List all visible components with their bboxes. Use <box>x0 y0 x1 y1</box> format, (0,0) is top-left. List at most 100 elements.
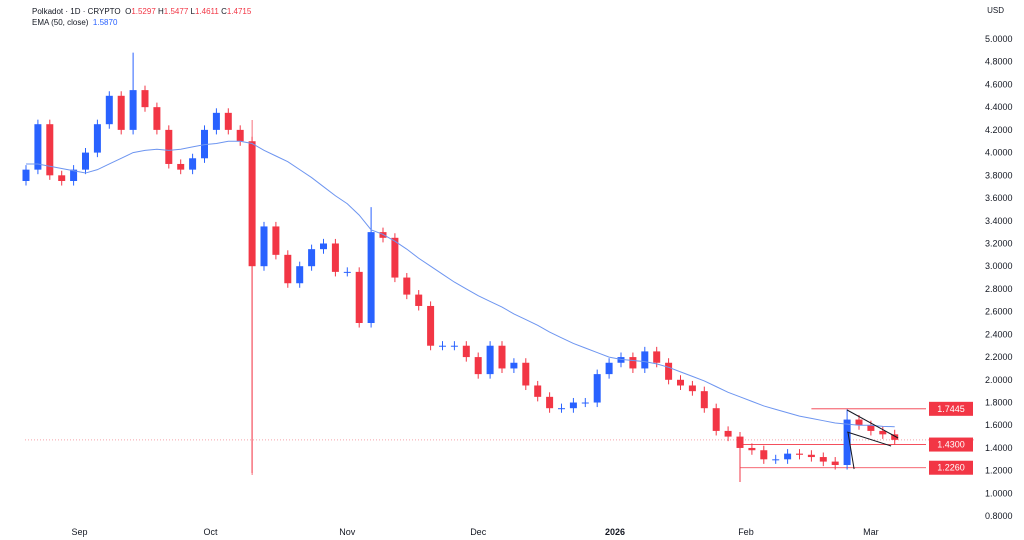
y-tick-label: 3.2000 <box>985 238 1013 248</box>
y-tick-label: 1.4000 <box>985 443 1013 453</box>
candle-body <box>724 430 732 437</box>
price-label-box <box>929 401 973 416</box>
candle-body <box>522 362 530 386</box>
candle-body <box>558 408 565 410</box>
candle-body <box>165 129 173 164</box>
candle-body <box>308 249 316 267</box>
open-value: 1.5297 <box>131 7 156 16</box>
pennant-lower-trendline <box>846 431 892 447</box>
currency-label: USD <box>987 6 1004 15</box>
y-tick-label: 0.8000 <box>985 511 1013 521</box>
candle-body <box>641 351 649 369</box>
chart-legend: Polkadot · 1D · CRYPTO O1.5297 H1.5477 L… <box>32 6 251 28</box>
candle-body <box>284 254 292 284</box>
y-tick-label: 3.6000 <box>985 193 1013 203</box>
candle-body <box>855 419 863 426</box>
candle-body <box>653 351 661 363</box>
y-tick-label: 3.4000 <box>985 216 1013 226</box>
candle-body <box>569 402 577 409</box>
y-tick-label: 1.2000 <box>985 466 1013 476</box>
candle-body <box>343 271 351 273</box>
close-key: C <box>221 7 227 16</box>
candle-body <box>474 357 482 375</box>
price-label: 1.4300 <box>937 440 965 450</box>
y-tick-label: 1.6000 <box>985 420 1013 430</box>
y-tick-label: 2.0000 <box>985 375 1013 385</box>
candle-body <box>153 107 161 130</box>
candle-body <box>260 226 268 267</box>
low-value: 1.4611 <box>194 7 219 16</box>
pennant-upper-trendline <box>846 409 899 439</box>
candle-body <box>427 305 435 346</box>
candle-body <box>700 391 708 409</box>
x-tick-label: Sep <box>72 527 88 537</box>
candle-body <box>772 459 780 461</box>
candle-body <box>593 374 601 403</box>
x-tick-label: Oct <box>203 527 218 537</box>
candle-body <box>677 379 684 386</box>
candle-body <box>224 112 232 130</box>
ema-line <box>26 140 895 428</box>
candle-body <box>296 266 304 284</box>
candle-body <box>712 408 720 431</box>
candle-body <box>819 457 827 462</box>
candle-body <box>867 425 875 431</box>
y-tick-label: 2.8000 <box>985 284 1013 294</box>
candle-body <box>248 141 256 267</box>
candle-body <box>462 345 470 358</box>
candle-body <box>510 362 518 369</box>
candle-body <box>22 169 30 181</box>
y-tick-label: 1.0000 <box>985 488 1013 498</box>
candle-body <box>201 129 208 159</box>
y-tick-label: 2.2000 <box>985 352 1013 362</box>
candle-body <box>879 430 887 435</box>
candle-body <box>236 129 244 142</box>
x-tick-label: Mar <box>863 527 879 537</box>
candle-body <box>93 124 101 153</box>
candle-body <box>34 124 42 170</box>
candle-body <box>546 396 554 409</box>
candle-body <box>807 454 815 458</box>
candle-body <box>367 232 375 323</box>
candle-body <box>760 450 768 460</box>
candle-body <box>617 357 625 363</box>
price-label: 1.7445 <box>937 404 965 414</box>
symbol-label[interactable]: Polkadot · 1D · CRYPTO <box>32 7 121 16</box>
candle-body <box>141 90 149 108</box>
candle-body <box>450 345 458 347</box>
indicator-value: 1.5870 <box>92 18 118 27</box>
price-label-box <box>929 460 973 475</box>
candle-body <box>46 124 54 176</box>
y-tick-label: 4.2000 <box>985 125 1013 135</box>
flagpole-line <box>847 432 855 470</box>
candle-body <box>272 226 280 255</box>
candle-body <box>117 95 125 130</box>
candle-body <box>796 453 803 455</box>
indicator-label[interactable]: EMA (50, close) <box>32 18 89 27</box>
indicator-row: EMA (50, close) 1.5870 <box>32 17 251 28</box>
high-key: H <box>158 7 164 16</box>
candle-body <box>331 243 339 272</box>
y-tick-label: 3.8000 <box>985 170 1013 180</box>
candle-body <box>129 90 137 130</box>
candle-body <box>629 357 637 369</box>
high-value: 1.5477 <box>163 7 189 16</box>
open-key: O <box>125 7 132 16</box>
x-tick-label: 2026 <box>605 527 625 537</box>
candle-body <box>212 112 220 130</box>
y-tick-label: 4.4000 <box>985 102 1013 112</box>
y-tick-label: 3.0000 <box>985 261 1013 271</box>
candle-body <box>498 345 506 369</box>
y-tick-label: 1.8000 <box>985 398 1013 408</box>
candle-body <box>70 169 78 181</box>
candle-body <box>665 362 673 380</box>
y-tick-label: 4.8000 <box>985 57 1013 67</box>
candle-body <box>355 271 363 323</box>
candle-body <box>688 385 696 392</box>
y-tick-label: 4.0000 <box>985 148 1013 158</box>
x-tick-label: Dec <box>470 527 487 537</box>
price-label: 1.2260 <box>937 463 965 473</box>
candle-body <box>58 175 66 181</box>
candle-body <box>82 152 89 170</box>
